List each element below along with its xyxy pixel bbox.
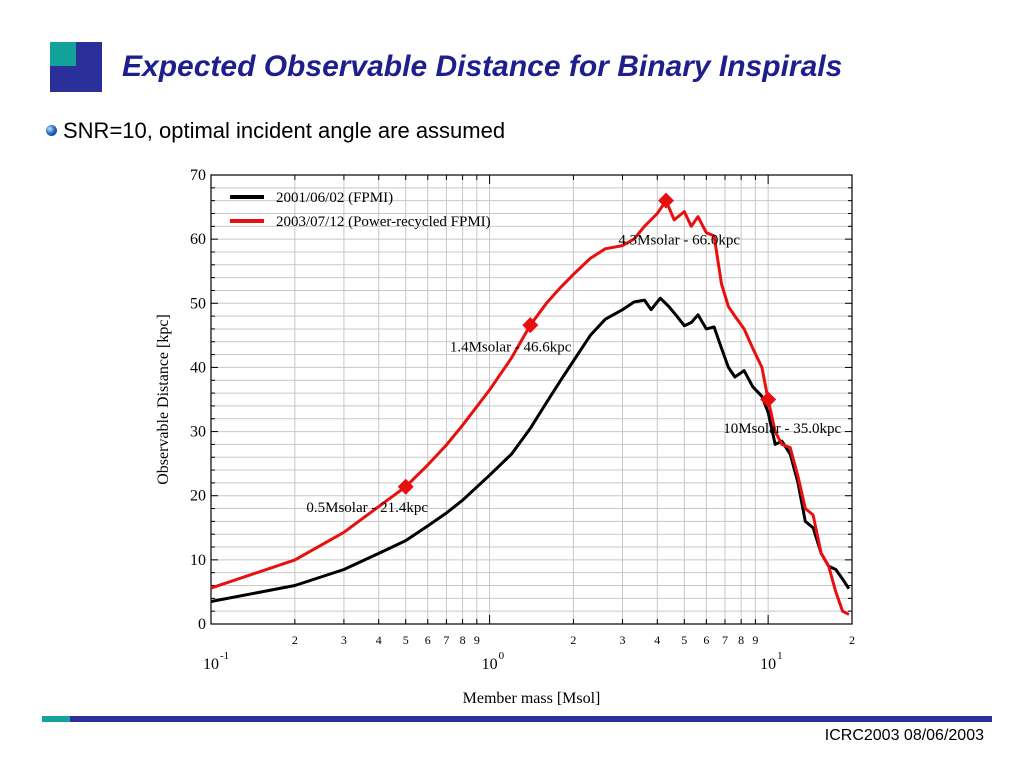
x-tick-label-minor: 8	[460, 633, 466, 647]
series-line-1	[210, 296, 851, 603]
y-tick-label: 40	[190, 359, 206, 376]
x-tick-label-minor: 7	[722, 633, 728, 647]
x-tick-label-minor: 2	[849, 633, 855, 647]
footer-accent	[42, 716, 70, 722]
data-marker	[522, 317, 539, 334]
x-tick-label-minor: 9	[474, 633, 480, 647]
data-marker	[658, 192, 675, 209]
legend-label: 2003/07/12 (Power-recycled FPMI)	[276, 214, 491, 230]
x-tick-label-minor: 2	[292, 633, 298, 647]
slide-title: Expected Observable Distance for Binary …	[122, 50, 843, 83]
x-tick-label-major: 10	[482, 656, 498, 673]
x-tick-label-major: 10	[760, 656, 776, 673]
bullet-icon	[46, 125, 57, 136]
x-tick-label-exponent: -1	[220, 650, 229, 662]
x-tick-label-minor: 3	[341, 633, 347, 647]
x-tick-label-minor: 3	[619, 633, 625, 647]
y-tick-label: 70	[190, 167, 206, 184]
y-tick-label: 50	[190, 295, 206, 312]
x-tick-label-minor: 7	[443, 633, 449, 647]
plot-frame	[210, 174, 853, 625]
x-tick-label-minor: 6	[425, 633, 431, 647]
x-tick-label-minor: 5	[681, 633, 687, 647]
x-tick-label-major: 10	[203, 656, 219, 673]
plot-area	[211, 175, 852, 624]
x-tick-label-minor: 8	[738, 633, 744, 647]
y-tick-label: 30	[190, 424, 206, 441]
x-tick-label-exponent: 0	[499, 650, 505, 662]
footer-bar	[42, 716, 992, 722]
x-tick-label-minor: 6	[703, 633, 709, 647]
x-tick-label-minor: 2	[570, 633, 576, 647]
slide-logo-accent	[50, 42, 76, 66]
data-marker	[760, 391, 777, 408]
data-annotation: 4.3Msolar - 66.0kpc	[618, 232, 740, 248]
x-tick-label-minor: 4	[654, 633, 660, 647]
x-tick-label-minor: 5	[403, 633, 409, 647]
y-tick-label: 0	[198, 616, 206, 633]
y-axis-label: Observable Distance [kpc]	[155, 314, 172, 485]
x-axis-label: Member mass [Msol]	[463, 690, 601, 707]
data-annotation: 10Msolar - 35.0kpc	[723, 421, 841, 437]
y-tick-label: 20	[190, 488, 206, 505]
legend-label: 2001/06/02 (FPMI)	[276, 190, 393, 206]
data-marker	[397, 478, 414, 495]
y-tick-label: 60	[190, 231, 206, 248]
x-tick-label-minor: 4	[376, 633, 382, 647]
y-tick-label: 10	[190, 552, 206, 569]
bullet-text: SNR=10, optimal incident angle are assum…	[63, 118, 506, 143]
data-annotation: 1.4Msolar - 46.6kpc	[450, 339, 572, 355]
footer-text: ICRC2003 08/06/2003	[824, 727, 984, 744]
data-annotation: 0.5Msolar - 21.4kpc	[306, 500, 428, 516]
series-line-2	[210, 199, 850, 616]
x-tick-label-minor: 9	[752, 633, 758, 647]
x-tick-label-exponent: 1	[777, 650, 783, 662]
